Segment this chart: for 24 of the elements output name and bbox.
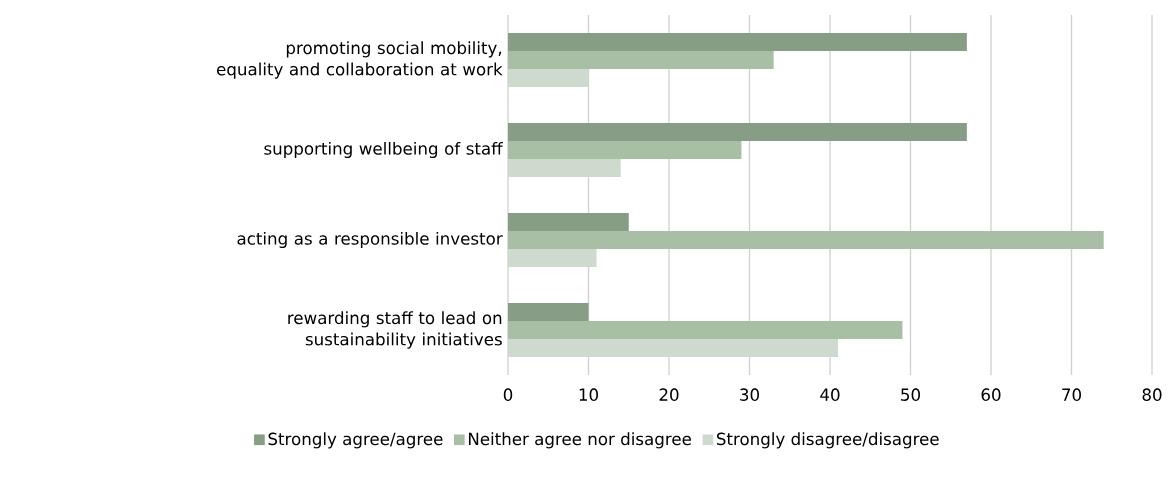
bar (508, 320, 903, 339)
x-tick-label: 70 (1062, 388, 1081, 401)
bar (508, 123, 967, 141)
bar (508, 141, 742, 159)
bar (508, 33, 967, 51)
x-tick-label: 0 (503, 388, 513, 401)
y-tick-label: promoting social mobility, equality and collaboration at work (217, 41, 503, 79)
x-tick-label: 10 (579, 388, 598, 401)
x-tick-label: 40 (820, 388, 840, 401)
x-tick-label: 50 (901, 388, 920, 401)
bar (508, 302, 589, 321)
y-tick-label: supporting wellbeing of staff (264, 141, 503, 159)
bar (508, 212, 629, 231)
x-tick-label: 20 (659, 388, 679, 401)
legend-label: Neither agree nor disagree (468, 432, 691, 449)
bar (508, 230, 1104, 249)
x-tick-label: 30 (740, 388, 759, 401)
y-tick-label: rewarding staff to lead on sustainability initiatives (288, 311, 502, 349)
x-tick-label: 60 (981, 388, 1001, 401)
legend-label: Strongly disagree/disagree (716, 432, 939, 449)
legend-label: Strongly agree/agree (268, 432, 443, 449)
bar (508, 51, 774, 69)
y-tick-label: acting as a responsible investor (237, 231, 503, 249)
x-tick-label: 80 (1142, 388, 1162, 401)
